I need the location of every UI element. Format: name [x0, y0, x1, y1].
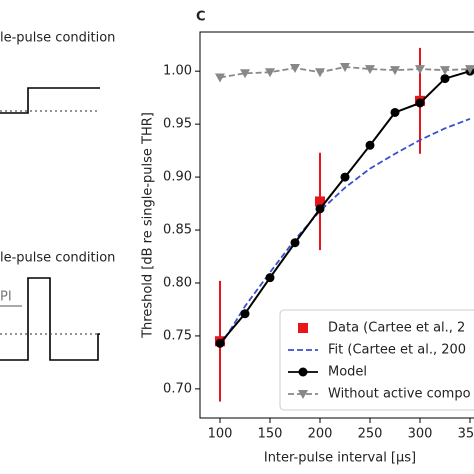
left-label: le-pulse condition — [0, 31, 115, 46]
y-tick-label: 1.00 — [163, 64, 192, 79]
legend-marker — [298, 323, 308, 333]
x-tick-label: 250 — [358, 427, 383, 442]
x-tick-label: 100 — [208, 427, 233, 442]
marker-triangle — [290, 64, 300, 74]
series-line — [219, 70, 471, 344]
model-marker — [290, 238, 300, 248]
x-tick-label: 300 — [408, 427, 433, 442]
model-marker — [340, 172, 350, 182]
data-marker — [315, 196, 325, 207]
model-marker — [415, 98, 425, 108]
marker-triangle — [465, 65, 474, 75]
legend-label: Without active compo — [328, 387, 471, 402]
marker-triangle — [440, 66, 450, 76]
legend-label: Fit (Cartee et al., 200 — [328, 343, 466, 358]
x-tick-label: 350 — [458, 427, 474, 442]
plot-frame — [199, 31, 474, 419]
model-marker — [240, 309, 250, 319]
x-axis-label: Inter-pulse interval [µs] — [264, 451, 416, 466]
marker-triangle — [240, 69, 250, 79]
series-line — [219, 117, 471, 347]
legend-label: Data (Cartee et al., 2 — [328, 321, 465, 336]
marker-triangle — [415, 65, 425, 75]
left-label: le-pulse condition — [0, 251, 115, 266]
pi-label: PI — [0, 290, 12, 305]
y-axis-label: Threshold [dB re single-pulse THR] — [141, 112, 156, 339]
x-tick-label: 150 — [258, 427, 283, 442]
marker-triangle — [215, 73, 225, 83]
marker-triangle — [315, 68, 325, 78]
legend-label: Model — [328, 365, 367, 380]
y-tick-label: 0.90 — [163, 170, 192, 185]
y-tick-label: 0.95 — [163, 117, 192, 132]
x-tick-label: 200 — [308, 427, 333, 442]
y-tick-label: 0.75 — [163, 328, 192, 343]
marker-triangle — [390, 66, 400, 76]
model-marker — [265, 273, 275, 283]
model-marker — [315, 204, 325, 214]
legend-box — [279, 309, 474, 411]
marker-triangle — [265, 68, 275, 78]
model-marker — [440, 74, 450, 84]
y-tick-label: 0.80 — [163, 275, 192, 290]
model-marker — [365, 140, 375, 150]
model-marker — [215, 338, 225, 348]
model-marker — [390, 107, 400, 117]
legend-marker — [298, 390, 308, 399]
panel-label: C — [196, 10, 206, 25]
legend-marker — [298, 367, 308, 377]
pulse-trace — [0, 277, 100, 361]
marker-triangle — [365, 65, 375, 75]
pulse-trace — [0, 87, 100, 114]
y-tick-label: 0.85 — [163, 223, 192, 238]
marker-triangle — [340, 62, 350, 72]
y-tick-label: 0.70 — [163, 381, 192, 396]
